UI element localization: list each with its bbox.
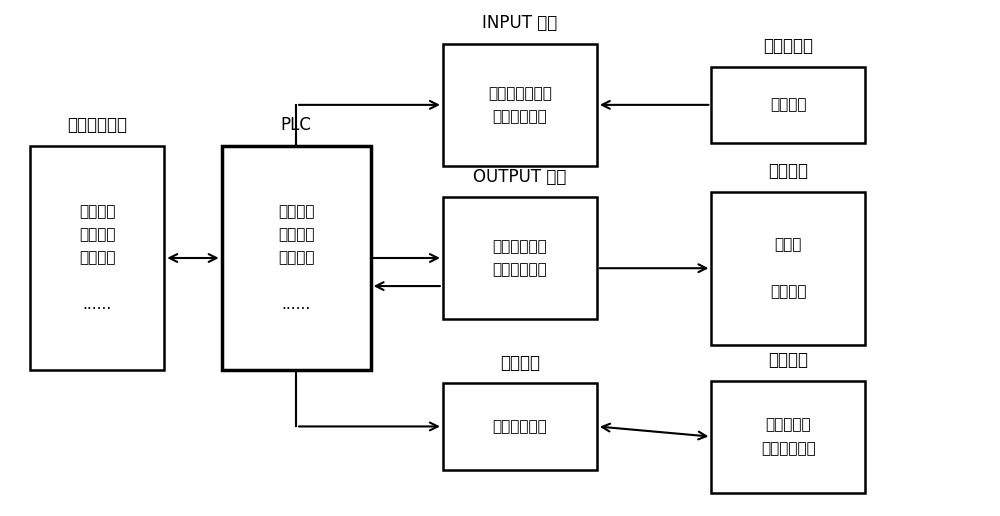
Text: 气动阀

步进电机: 气动阀 步进电机: [770, 237, 807, 299]
Text: 实时采集传感器
模块数字信号: 实时采集传感器 模块数字信号: [488, 86, 552, 124]
Bar: [711, 191, 865, 345]
Text: 人机交互界面: 人机交互界面: [67, 117, 127, 135]
Text: PLC: PLC: [281, 117, 312, 135]
Bar: [443, 383, 597, 470]
Text: 驱动执行电器
驱动步进电机: 驱动执行电器 驱动步进电机: [493, 239, 547, 277]
Text: OUTPUT 模块: OUTPUT 模块: [473, 168, 567, 186]
Bar: [30, 146, 164, 370]
Bar: [443, 197, 597, 319]
Text: 状态监视: 状态监视: [770, 98, 807, 112]
Text: 伺服电机: 伺服电机: [768, 351, 808, 369]
Text: 逻辑运算
算数运算
数据存储

......: 逻辑运算 算数运算 数据存储 ......: [278, 204, 314, 312]
Text: 驱动伺服电机: 驱动伺服电机: [493, 419, 547, 434]
Bar: [711, 67, 865, 143]
Bar: [443, 44, 597, 166]
Text: 伺服电机位
置检测及运动: 伺服电机位 置检测及运动: [761, 417, 816, 456]
Text: 取放位置
设备状态
异常报警

......: 取放位置 设备状态 异常报警 ......: [79, 204, 116, 312]
Bar: [711, 380, 865, 493]
Text: INPUT 模块: INPUT 模块: [482, 14, 558, 33]
Text: 执行电器: 执行电器: [768, 163, 808, 181]
Text: 定位模块: 定位模块: [500, 354, 540, 372]
Bar: [222, 146, 371, 370]
Text: 传感器模块: 传感器模块: [763, 37, 813, 55]
